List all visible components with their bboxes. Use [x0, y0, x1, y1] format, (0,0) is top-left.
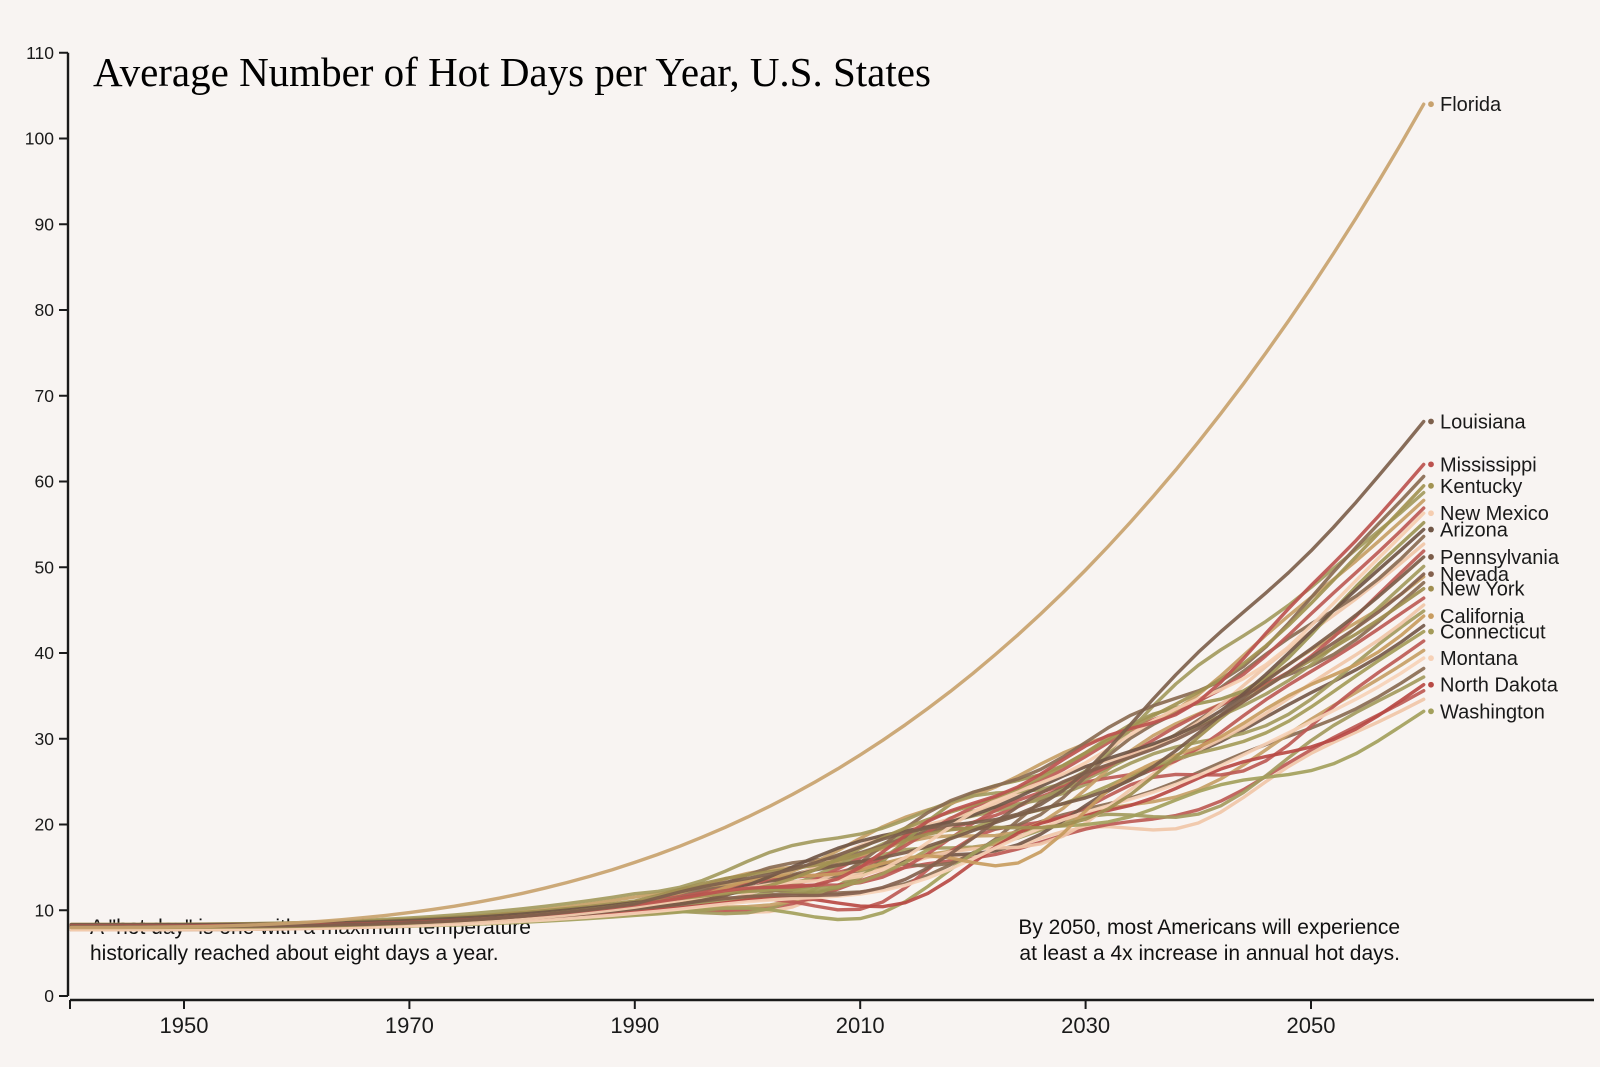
dot-california	[1428, 613, 1434, 620]
dot-montana	[1428, 655, 1434, 662]
dot-louisiana	[1428, 418, 1434, 425]
dot-kentucky	[1428, 482, 1434, 489]
label-louisiana: Louisiana	[1440, 411, 1527, 433]
label-nevada: Nevada	[1440, 564, 1510, 586]
line-arizona	[69, 527, 1426, 927]
label-new-mexico: New Mexico	[1440, 503, 1549, 525]
y-tick-label: 90	[35, 214, 55, 234]
y-tick-label: 110	[26, 43, 54, 63]
note-line: at least a 4x increase in annual hot day…	[1019, 941, 1400, 965]
y-tick-label: 50	[35, 557, 55, 577]
line-new-york	[69, 587, 1426, 927]
dot-north-dakota	[1428, 681, 1434, 688]
dot-nevada	[1428, 571, 1434, 578]
label-florida: Florida	[1440, 94, 1502, 116]
x-tick-label: 2010	[836, 1013, 885, 1038]
label-montana: Montana	[1440, 648, 1519, 670]
label-arizona: Arizona	[1440, 520, 1509, 542]
y-tick-label: 100	[25, 129, 54, 149]
dot-florida	[1428, 101, 1434, 108]
label-north-dakota: North Dakota	[1440, 675, 1559, 697]
x-tick-label: 2030	[1061, 1013, 1110, 1038]
y-tick-label: 10	[35, 900, 55, 920]
label-california: California	[1440, 606, 1525, 628]
x-tick-label: 1950	[160, 1013, 209, 1038]
dot-mississippi	[1428, 461, 1434, 468]
y-tick-label: 30	[35, 729, 55, 749]
y-tick-label: 0	[44, 986, 54, 1006]
x-tick-label: 1970	[385, 1013, 434, 1038]
dot-arizona	[1428, 526, 1434, 533]
label-mississippi: Mississippi	[1440, 454, 1537, 476]
y-tick-label: 60	[35, 472, 55, 492]
note-line: historically reached about eight days a …	[90, 941, 499, 965]
label-connecticut: Connecticut	[1440, 622, 1546, 644]
label-washington: Washington	[1440, 701, 1545, 723]
line-mississippi	[69, 462, 1426, 928]
y-tick-label: 40	[35, 643, 55, 663]
dot-pennsylvania	[1428, 554, 1434, 560]
dot-washington	[1428, 708, 1434, 715]
x-tick-label: 1990	[610, 1013, 659, 1038]
y-tick-label: 20	[35, 815, 55, 835]
line-florida	[69, 102, 1426, 930]
line-louisiana	[69, 419, 1426, 929]
chart-title: Average Number of Hot Days per Year, U.S…	[93, 49, 931, 95]
y-tick-label: 70	[35, 386, 55, 406]
label-kentucky: Kentucky	[1440, 476, 1522, 498]
dot-new-york	[1428, 585, 1434, 592]
note-line: By 2050, most Americans will experience	[1018, 916, 1400, 939]
dot-new-mexico	[1428, 510, 1434, 517]
background-line-state	[69, 490, 1426, 927]
label-new-york: New York	[1440, 579, 1525, 601]
x-tick-label: 2050	[1287, 1013, 1336, 1038]
line-new-mexico	[69, 511, 1426, 932]
dot-connecticut	[1428, 628, 1434, 635]
y-tick-label: 80	[35, 300, 55, 320]
label-pennsylvania: Pennsylvania	[1440, 547, 1560, 569]
projection-note: By 2050, most Americans will experience …	[1018, 915, 1400, 966]
background-line-state	[69, 521, 1426, 931]
